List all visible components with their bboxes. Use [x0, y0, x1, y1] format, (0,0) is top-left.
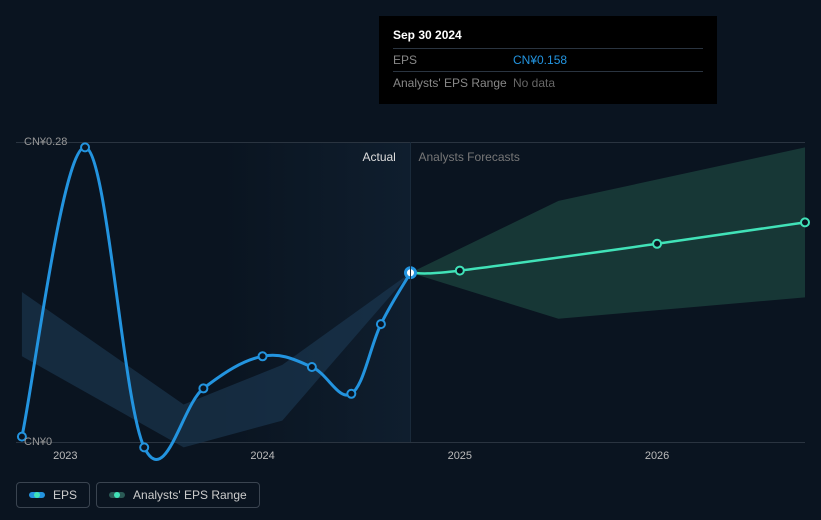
forecast-range-band	[411, 147, 806, 318]
legend-swatch-icon	[109, 492, 125, 498]
x-axis-tick: 2023	[53, 450, 77, 462]
eps-marker	[140, 443, 148, 451]
legend-label: Analysts' EPS Range	[133, 488, 247, 502]
legend-label: EPS	[53, 488, 77, 502]
eps-chart: Actual Analysts Forecasts CN¥0.28CN¥0 20…	[16, 120, 805, 480]
forecast-marker	[653, 240, 661, 248]
legend-item-eps[interactable]: EPS	[16, 482, 90, 508]
tooltip-row: EPSCN¥0.158	[393, 48, 703, 71]
x-axis-tick: 2026	[645, 450, 669, 462]
y-axis-tick: CN¥0	[24, 436, 52, 448]
tooltip-row: Analysts' EPS RangeNo data	[393, 71, 703, 94]
x-axis-tick: 2025	[448, 450, 472, 462]
x-axis-tick: 2024	[250, 450, 274, 462]
eps-marker	[308, 363, 316, 371]
legend-swatch-icon	[29, 492, 45, 498]
chart-legend: EPS Analysts' EPS Range	[16, 482, 260, 508]
forecast-marker	[456, 267, 464, 275]
eps-marker	[377, 320, 385, 328]
tooltip-row-label: Analysts' EPS Range	[393, 74, 513, 92]
chart-plot	[16, 120, 805, 444]
tooltip-row-value: No data	[513, 74, 555, 92]
eps-marker	[347, 390, 355, 398]
legend-item-range[interactable]: Analysts' EPS Range	[96, 482, 260, 508]
tooltip-row-label: EPS	[393, 51, 513, 69]
y-axis-tick: CN¥0.28	[24, 136, 67, 148]
chart-tooltip: Sep 30 2024 EPSCN¥0.158Analysts' EPS Ran…	[379, 16, 717, 104]
forecast-marker	[801, 218, 809, 226]
eps-marker	[199, 384, 207, 392]
eps-marker	[81, 143, 89, 151]
tooltip-row-value: CN¥0.158	[513, 51, 567, 69]
tooltip-date: Sep 30 2024	[393, 26, 703, 44]
actual-range-band	[22, 273, 411, 448]
eps-marker	[259, 352, 267, 360]
